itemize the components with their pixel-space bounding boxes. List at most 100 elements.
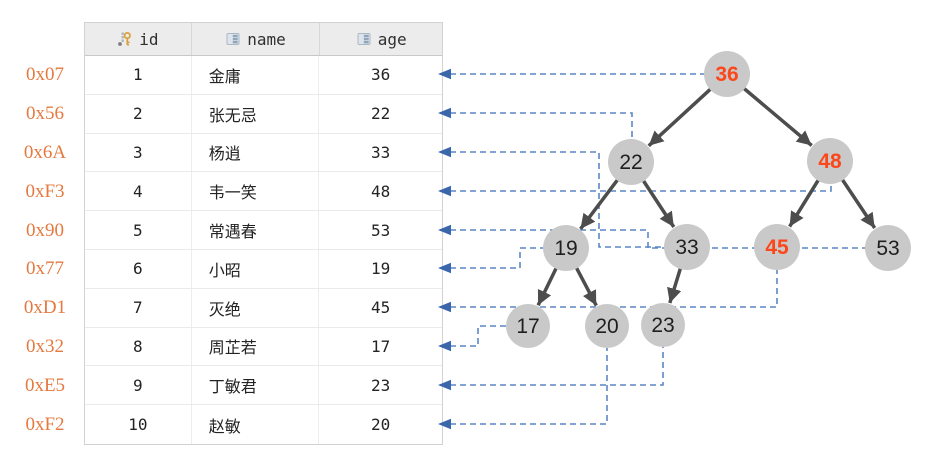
- cell-id[interactable]: 9: [133, 375, 143, 395]
- row-link-23: [440, 347, 664, 386]
- table-row[interactable]: 8 周芷若 17: [85, 327, 442, 367]
- cell-name[interactable]: 周芷若: [190, 327, 320, 366]
- column-header-label: name: [247, 29, 286, 49]
- cell-id[interactable]: 10: [128, 415, 148, 435]
- cell-age[interactable]: 53: [371, 220, 391, 240]
- cell-name[interactable]: 小昭: [190, 249, 320, 288]
- tree-edge-19-17: [536, 266, 559, 307]
- tree-node-label: 53: [876, 237, 899, 260]
- cell-id[interactable]: 2: [133, 104, 143, 124]
- table-row[interactable]: 2 张无忌 22: [85, 94, 442, 134]
- table-row[interactable]: 1 金庸 36: [85, 56, 442, 95]
- row-link-22: [440, 112, 633, 139]
- tree-edge-33-23: [667, 266, 683, 304]
- column-header-id[interactable]: id: [85, 23, 191, 55]
- column-header-name[interactable]: name: [190, 23, 320, 55]
- grid-body: 1 金庸 36 2 张无忌 22 3 杨逍 33 4 韦一笑 48 5 常遇春 53 6 小昭 19 7 灭绝 45 8 周…: [85, 56, 442, 444]
- tree-node-label: 20: [595, 315, 618, 338]
- tree-node-48: [807, 138, 853, 184]
- tree-node-17: [506, 304, 550, 348]
- tree-node-22: [608, 139, 654, 185]
- cell-id[interactable]: 7: [133, 298, 143, 318]
- table-row[interactable]: 4 韦一笑 48: [85, 172, 442, 212]
- row-link-20: [440, 348, 608, 425]
- row-link-53: [440, 229, 865, 249]
- tree-edge-48-45: [788, 177, 821, 228]
- table-row[interactable]: 10 赵敏 20: [85, 405, 442, 444]
- row-link-17: [440, 325, 506, 347]
- cell-age[interactable]: 22: [371, 104, 391, 124]
- tree-node-label: 36: [715, 63, 738, 86]
- tree-node-label: 45: [765, 236, 789, 259]
- tree-node-20: [585, 304, 629, 348]
- tree-edge-36-22: [647, 86, 713, 148]
- cell-id[interactable]: 6: [133, 259, 143, 279]
- cell-age[interactable]: 23: [371, 375, 391, 395]
- tree-node-label: 48: [818, 150, 842, 173]
- cell-name[interactable]: 常遇春: [190, 211, 320, 249]
- tree-edge-48-53: [840, 177, 877, 229]
- row-address: 0x07: [26, 64, 64, 86]
- table-row[interactable]: 7 灭绝 45: [85, 288, 442, 328]
- cell-name[interactable]: 金庸: [190, 56, 320, 94]
- table-row[interactable]: 6 小昭 19: [85, 249, 442, 289]
- tree-edge-36-48: [741, 86, 813, 147]
- cell-name[interactable]: 张无忌: [190, 94, 320, 133]
- row-link-45: [440, 270, 778, 308]
- column-header-age[interactable]: age: [319, 23, 442, 55]
- table-row[interactable]: 5 常遇春 53: [85, 211, 442, 250]
- tree-node-label: 22: [619, 151, 642, 174]
- cell-name[interactable]: 韦一笑: [190, 172, 320, 211]
- cell-name[interactable]: 杨逍: [190, 133, 320, 172]
- tree-node-45: [754, 224, 800, 270]
- row-address: 0xF2: [25, 413, 65, 435]
- column-header-label: age: [377, 29, 407, 49]
- cell-age[interactable]: 19: [371, 259, 391, 279]
- row-address: 0xF3: [25, 180, 65, 202]
- table-row[interactable]: 9 丁敏君 23: [85, 366, 442, 406]
- row-link-19: [440, 247, 543, 269]
- row-address: 0xE5: [24, 374, 66, 396]
- cell-age[interactable]: 48: [371, 181, 391, 201]
- cell-id[interactable]: 1: [133, 65, 143, 85]
- result-grid: id name age 1 金庸 36 2 张无忌 22 3 杨逍 33 4 韦一笑 48 5 常遇春 53 6 小…: [84, 22, 443, 445]
- row-address: 0x6A: [23, 142, 67, 163]
- row-address: 0x77: [26, 258, 64, 280]
- row-address: 0xD1: [23, 297, 67, 319]
- primary-key-icon: [117, 31, 133, 47]
- row-link-48: [440, 184, 832, 192]
- tree-node-23: [641, 303, 685, 347]
- tree-edge-22-19: [579, 177, 620, 230]
- cell-age[interactable]: 36: [371, 65, 391, 85]
- tree-node-label: 33: [675, 236, 698, 259]
- row-address: 0x56: [26, 103, 64, 125]
- row-address: 0x32: [26, 336, 64, 357]
- cell-age[interactable]: 45: [371, 298, 391, 318]
- tree-edge-19-20: [574, 265, 598, 307]
- tree-node-19: [543, 225, 589, 271]
- column-icon: [225, 31, 241, 47]
- cell-age[interactable]: 33: [371, 142, 391, 162]
- tree-node-33: [664, 224, 710, 270]
- tree-node-label: 19: [554, 237, 577, 260]
- cell-id[interactable]: 5: [133, 220, 143, 240]
- row-link-33: [440, 151, 664, 248]
- tree-edge-22-33: [641, 178, 676, 228]
- cell-name[interactable]: 丁敏君: [190, 366, 320, 405]
- cell-age[interactable]: 17: [371, 336, 391, 356]
- cell-name[interactable]: 灭绝: [190, 288, 320, 327]
- table-row[interactable]: 3 杨逍 33: [85, 133, 442, 173]
- column-icon: [356, 31, 372, 47]
- cell-id[interactable]: 4: [133, 181, 143, 201]
- tree-node-label: 17: [516, 315, 539, 338]
- tree-node-53: [865, 225, 911, 271]
- tree-node-36: [704, 51, 750, 97]
- grid-header: id name age: [85, 23, 442, 56]
- cell-name[interactable]: 赵敏: [190, 405, 320, 444]
- cell-id[interactable]: 3: [133, 142, 143, 162]
- cell-age[interactable]: 20: [371, 415, 391, 435]
- row-address: 0x90: [26, 219, 64, 241]
- tree-node-label: 23: [651, 314, 674, 337]
- cell-id[interactable]: 8: [133, 336, 143, 356]
